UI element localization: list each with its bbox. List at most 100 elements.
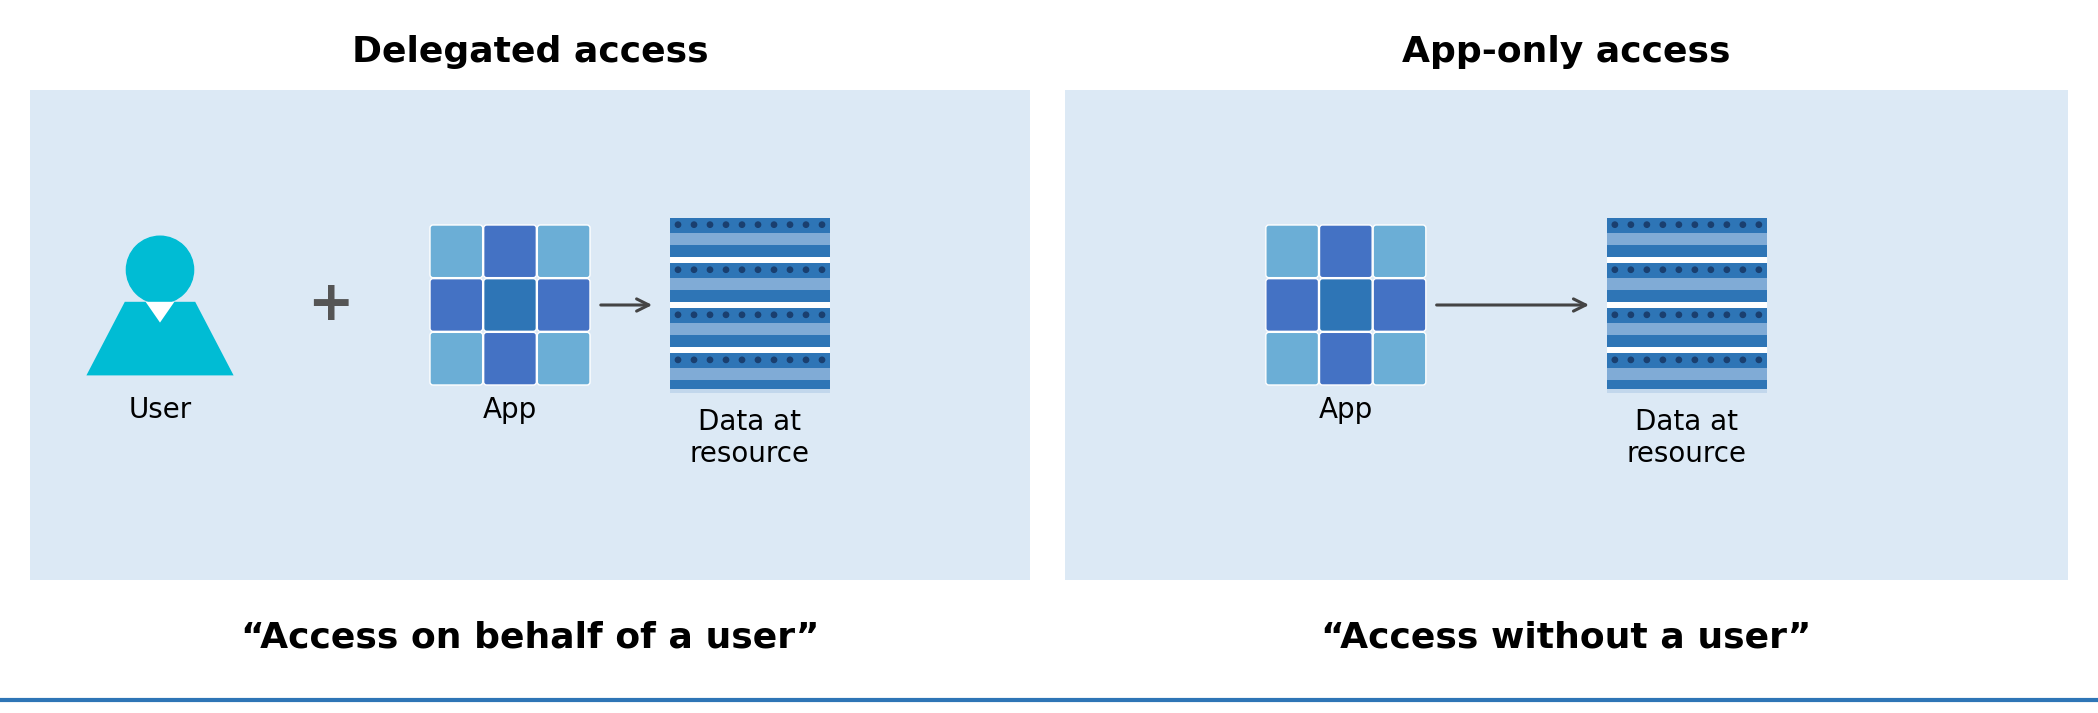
Circle shape [1628,267,1634,272]
Circle shape [1739,222,1746,227]
FancyBboxPatch shape [1320,279,1372,332]
Circle shape [820,312,825,317]
Circle shape [1756,222,1762,227]
Circle shape [755,357,762,362]
Circle shape [1628,312,1634,317]
FancyBboxPatch shape [485,225,537,277]
Bar [669,389,831,392]
Circle shape [692,267,697,272]
Circle shape [787,312,793,317]
Bar [669,307,831,347]
Circle shape [1645,222,1649,227]
Bar [669,217,831,257]
Circle shape [724,357,728,362]
Text: App: App [1320,396,1372,424]
Circle shape [692,357,697,362]
Circle shape [1676,267,1680,272]
Circle shape [1660,267,1666,272]
FancyBboxPatch shape [485,279,537,332]
Circle shape [804,222,808,227]
FancyBboxPatch shape [1374,332,1427,385]
Circle shape [1645,312,1649,317]
Circle shape [1660,312,1666,317]
Circle shape [1756,357,1762,362]
FancyBboxPatch shape [430,279,483,332]
FancyBboxPatch shape [1265,225,1318,277]
Circle shape [1739,357,1746,362]
Bar [1607,389,1767,392]
Bar [669,353,831,392]
Circle shape [820,222,825,227]
Bar [1066,90,2069,580]
Bar [1607,232,1767,245]
Bar [669,347,831,353]
Circle shape [1660,357,1666,362]
Circle shape [676,357,680,362]
Circle shape [1676,312,1680,317]
Circle shape [772,267,776,272]
Circle shape [820,267,825,272]
Bar [669,232,831,245]
FancyBboxPatch shape [485,332,537,385]
Circle shape [820,357,825,362]
FancyBboxPatch shape [537,279,590,332]
Bar [1607,277,1767,289]
Text: User: User [128,396,191,424]
Text: “Access without a user”: “Access without a user” [1322,621,1813,655]
Circle shape [1725,312,1729,317]
FancyBboxPatch shape [1320,332,1372,385]
Circle shape [1676,357,1680,362]
Bar [669,302,831,307]
Bar [29,90,1030,580]
Polygon shape [86,302,233,376]
Circle shape [1611,222,1618,227]
Text: Data at
resource: Data at resource [1626,408,1748,468]
Circle shape [126,236,193,304]
Bar [1607,323,1767,334]
Text: App: App [483,396,537,424]
Bar [669,262,831,302]
Bar [1607,347,1767,353]
Text: Data at
resource: Data at resource [690,408,810,468]
Bar [669,323,831,334]
Circle shape [787,222,793,227]
Circle shape [1645,357,1649,362]
Circle shape [1628,357,1634,362]
Circle shape [692,222,697,227]
Bar [1607,353,1767,392]
Text: “Access on behalf of a user”: “Access on behalf of a user” [241,621,818,655]
Circle shape [676,222,680,227]
Circle shape [1708,312,1714,317]
Circle shape [804,267,808,272]
Circle shape [1756,312,1762,317]
Circle shape [707,312,713,317]
Circle shape [1725,267,1729,272]
Circle shape [724,312,728,317]
Circle shape [772,222,776,227]
Bar [1607,307,1767,347]
Circle shape [1725,357,1729,362]
Circle shape [1725,222,1729,227]
Circle shape [755,222,762,227]
Circle shape [1693,357,1697,362]
Polygon shape [145,302,174,322]
Circle shape [1693,267,1697,272]
Circle shape [755,267,762,272]
FancyBboxPatch shape [1265,332,1318,385]
Circle shape [676,267,680,272]
Circle shape [1628,222,1634,227]
Circle shape [738,312,745,317]
Circle shape [1693,312,1697,317]
FancyBboxPatch shape [537,332,590,385]
Circle shape [772,357,776,362]
Circle shape [804,357,808,362]
Circle shape [738,267,745,272]
Circle shape [724,222,728,227]
Text: Delegated access: Delegated access [352,35,709,69]
Circle shape [804,312,808,317]
FancyBboxPatch shape [1374,279,1427,332]
Circle shape [1676,222,1680,227]
Bar [1607,257,1767,262]
Text: App-only access: App-only access [1401,35,1731,69]
Circle shape [1693,222,1697,227]
